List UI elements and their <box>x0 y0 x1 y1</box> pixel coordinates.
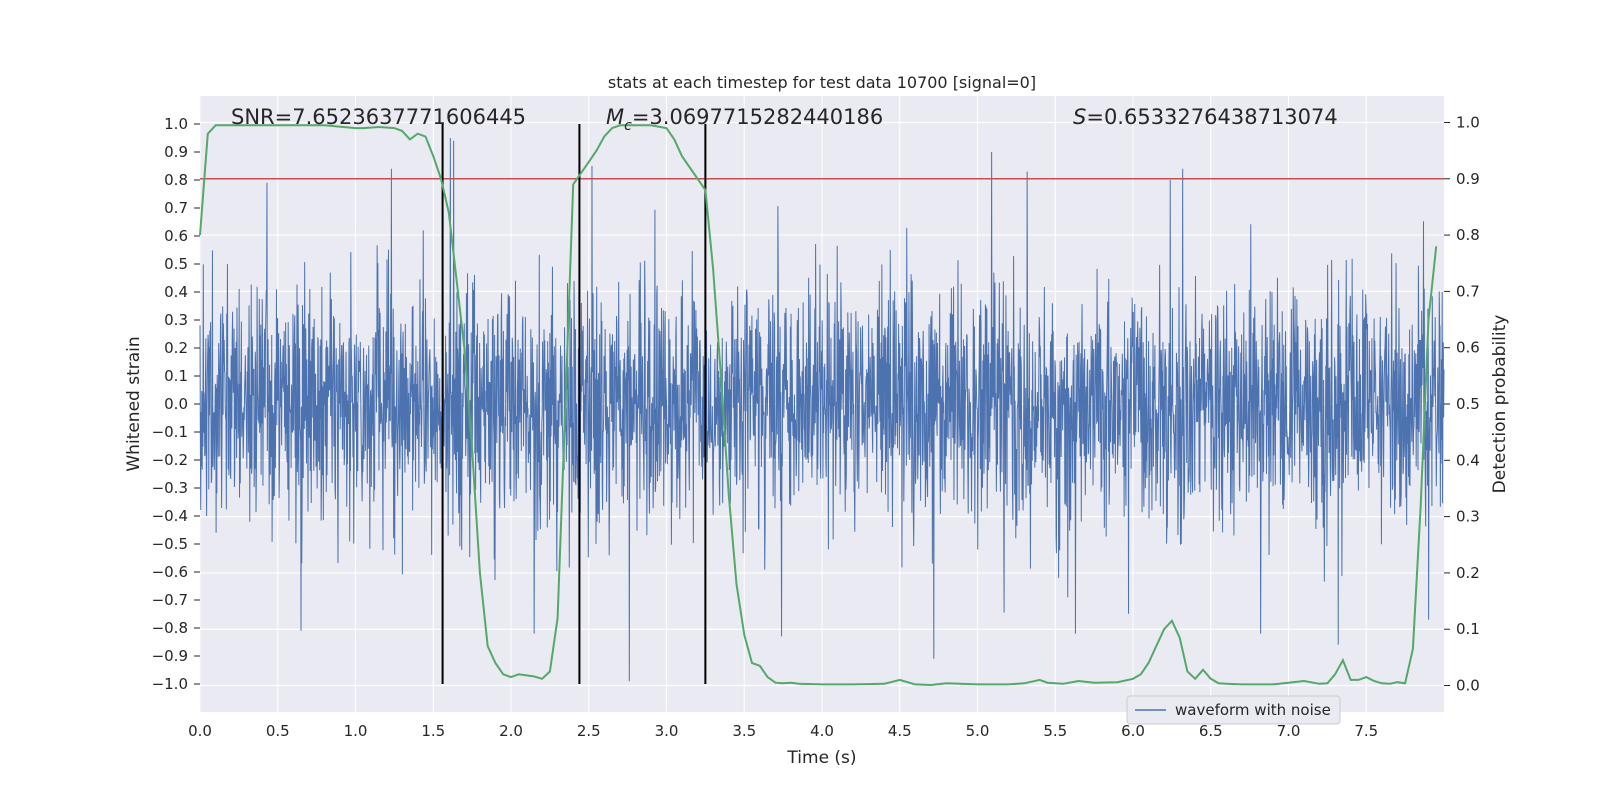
y2-axis-label: Detection probability <box>1490 315 1510 494</box>
x-tick-label: 4.5 <box>888 722 912 740</box>
chart-title: stats at each timestep for test data 107… <box>608 73 1036 92</box>
x-tick-label: 0.5 <box>266 722 290 740</box>
y2-tick-label: 0.8 <box>1456 226 1480 244</box>
x-axis-label: Time (s) <box>786 748 856 768</box>
x-tick-label: 1.5 <box>421 722 445 740</box>
y-tick-label: 0.6 <box>164 227 188 245</box>
y-tick-label: 0.7 <box>164 199 188 217</box>
y2-tick-label: 0.3 <box>1456 508 1480 526</box>
y-tick-label: 0.2 <box>164 339 188 357</box>
y2-tick-label: 0.9 <box>1456 170 1480 188</box>
y2-tick-label: 0.6 <box>1456 339 1480 357</box>
y2-tick-label: 0.7 <box>1456 282 1480 300</box>
x-tick-label: 5.0 <box>966 722 990 740</box>
y-tick-label: 0.5 <box>164 255 188 273</box>
detection-probability-line <box>199 124 1438 687</box>
chirp-mass-annotation: Mc=3.0697715282440186 <box>606 105 883 134</box>
waveform-series <box>199 137 1445 682</box>
y-tick-label: 0.0 <box>164 395 188 413</box>
y-tick-label: −0.6 <box>152 563 188 581</box>
legend-box <box>1126 695 1341 725</box>
vertical-lines <box>441 124 707 684</box>
waveform-line <box>199 137 1445 682</box>
chirp-mass-value: =3.0697715282440186 <box>632 105 883 129</box>
x-tick-label: 5.5 <box>1043 722 1067 740</box>
s-annotation: S=0.6533276438713074 <box>1073 105 1338 129</box>
legend-label: waveform with noise <box>1175 701 1331 719</box>
y-tick-label: −0.7 <box>152 591 188 609</box>
x-tick-label: 6.0 <box>1121 722 1145 740</box>
y-tick-label: 0.9 <box>164 143 188 161</box>
y-tick-label: −0.5 <box>152 535 188 553</box>
y2-tick-label: 1.0 <box>1456 113 1480 131</box>
y2-axis-ticks: 1.0 0.9 0.8 0.7 0.6 0.5 0.4 0.3 0.2 0.1 0.0 <box>1444 113 1480 695</box>
snr-annotation: SNR=7.6523637771606445 <box>231 105 526 129</box>
y-tick-label: 0.8 <box>164 171 188 189</box>
chirp-mass-subscript: c <box>624 118 632 134</box>
x-tick-label: 3.0 <box>655 722 679 740</box>
x-tick-label: 4.0 <box>810 722 834 740</box>
y-tick-label: −0.4 <box>152 507 188 525</box>
y-axis-ticks: 1.0 0.9 0.8 0.7 0.6 0.5 0.4 0.3 0.2 0.1 0.0 −0.1 −0.… <box>152 115 200 693</box>
x-tick-label: 0.0 <box>188 722 212 740</box>
y-tick-label: 0.1 <box>164 367 188 385</box>
y-tick-label: −0.2 <box>152 451 188 469</box>
chirp-mass-symbol: M <box>606 105 624 129</box>
x-tick-label: 1.0 <box>344 722 368 740</box>
x-tick-label: 3.5 <box>732 722 756 740</box>
y2-tick-label: 0.0 <box>1456 677 1480 695</box>
y2-tick-label: 0.4 <box>1456 451 1480 469</box>
x-tick-label: 2.5 <box>577 722 601 740</box>
y-tick-label: 0.3 <box>164 311 188 329</box>
y2-tick-label: 0.5 <box>1456 395 1480 413</box>
y-tick-label: −0.1 <box>152 423 188 441</box>
s-symbol: S <box>1073 105 1086 129</box>
y-tick-label: −1.0 <box>152 675 188 693</box>
x-tick-label: 6.5 <box>1199 722 1223 740</box>
y-tick-label: 1.0 <box>164 115 188 133</box>
x-tick-label: 7.5 <box>1354 722 1378 740</box>
y2-tick-label: 0.2 <box>1456 564 1480 582</box>
y-tick-label: −0.8 <box>152 619 188 637</box>
x-tick-label: 2.0 <box>499 722 523 740</box>
y-tick-label: −0.9 <box>152 647 188 665</box>
x-axis-ticks: 0.0 0.5 1.0 1.5 2.0 2.5 3.0 3.5 4.0 4.5 5.0 5.5 6.0 6… <box>188 722 1378 740</box>
y-tick-label: −0.3 <box>152 479 188 497</box>
y2-tick-label: 0.1 <box>1456 620 1480 638</box>
s-value: =0.6533276438713074 <box>1086 105 1337 129</box>
x-tick-label: 7.0 <box>1277 722 1301 740</box>
y-tick-label: 0.4 <box>164 283 188 301</box>
y-axis-label: Whitened strain <box>124 336 144 471</box>
legend: waveform with noise <box>1126 695 1341 725</box>
